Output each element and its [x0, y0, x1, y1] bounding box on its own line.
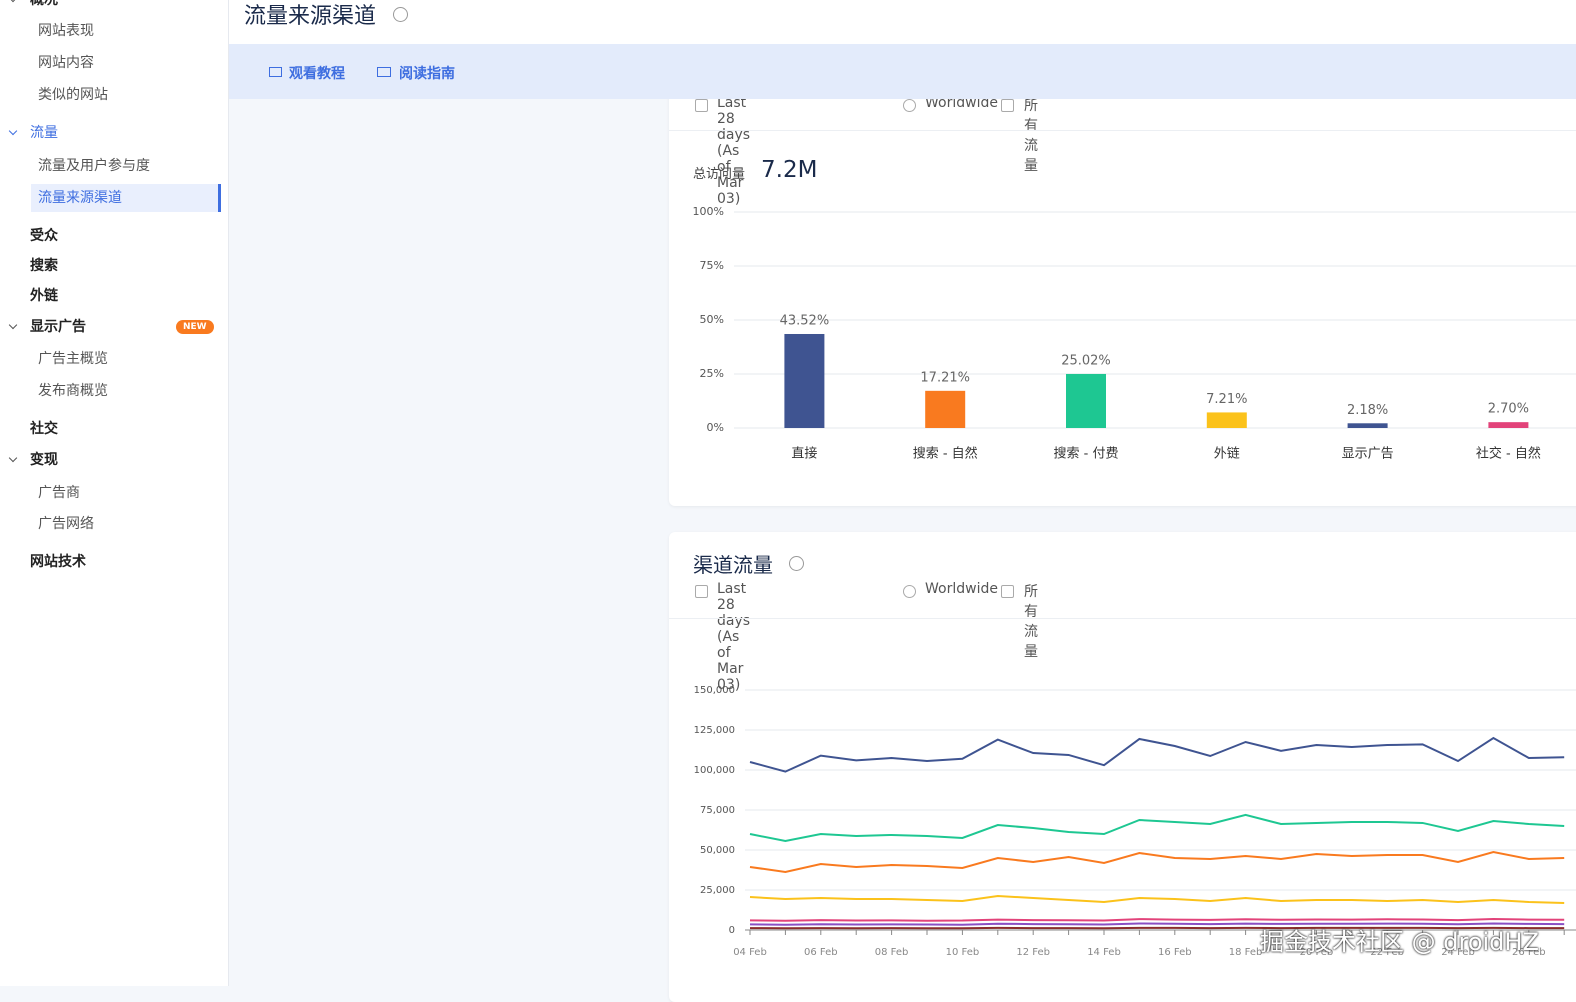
series-line: [750, 896, 1564, 903]
value-label: 43.52%: [780, 313, 830, 328]
x-tick-label: 搜索 - 自然: [913, 446, 978, 462]
tutorial-button[interactable]: 观看教程: [289, 63, 345, 83]
y-tick-label: 75,000: [700, 805, 735, 816]
x-tick-label: 16 Feb: [1158, 947, 1192, 958]
video-icon: [269, 67, 282, 77]
bar: [1348, 423, 1388, 428]
series-line: [750, 738, 1564, 772]
x-tick-label: 06 Feb: [804, 947, 838, 958]
bar: [1488, 422, 1528, 428]
series-line: [750, 815, 1564, 841]
value-label: 2.70%: [1488, 402, 1529, 417]
y-tick-label: 0%: [707, 421, 724, 434]
watermark: 掘金技术社区 @ droidHZ: [1260, 922, 1539, 957]
value-label: 7.21%: [1206, 392, 1247, 407]
y-tick-label: 50%: [700, 313, 724, 326]
x-tick-label: 18 Feb: [1229, 947, 1263, 958]
book-icon: [377, 67, 391, 77]
x-tick-label: 搜索 - 付费: [1054, 447, 1119, 462]
series-line: [750, 852, 1564, 872]
y-tick-label: 50,000: [700, 845, 735, 856]
x-tick-label: 12 Feb: [1016, 947, 1050, 958]
series-line: [750, 919, 1564, 921]
x-tick-label: 04 Feb: [733, 947, 767, 958]
y-tick-label: 125,000: [694, 725, 735, 736]
bar: [925, 391, 965, 428]
bar: [1207, 412, 1247, 428]
guide-button[interactable]: 阅读指南: [399, 63, 455, 83]
bar: [784, 334, 824, 428]
x-tick-label: 10 Feb: [946, 947, 980, 958]
value-label: 17.21%: [920, 370, 970, 385]
y-tick-label: 100%: [693, 205, 724, 218]
y-tick-label: 25,000: [700, 885, 735, 896]
y-tick-label: 75%: [700, 259, 724, 272]
x-tick-label: 直接: [791, 446, 817, 462]
y-tick-label: 100,000: [694, 765, 735, 776]
bar: [1066, 374, 1106, 428]
x-tick-label: 08 Feb: [875, 947, 909, 958]
x-tick-label: 显示广告: [1342, 447, 1394, 462]
x-tick-label: 社交 - 自然: [1476, 446, 1541, 462]
value-label: 2.18%: [1347, 403, 1388, 418]
y-tick-label: 25%: [700, 367, 724, 380]
value-label: 25.02%: [1061, 353, 1111, 368]
x-tick-label: 外链: [1214, 447, 1240, 462]
y-tick-label: 150,000: [694, 685, 735, 696]
x-tick-label: 14 Feb: [1087, 947, 1121, 958]
y-tick-label: 0: [729, 925, 735, 936]
toolbar: 观看教程 阅读指南: [229, 44, 1576, 99]
